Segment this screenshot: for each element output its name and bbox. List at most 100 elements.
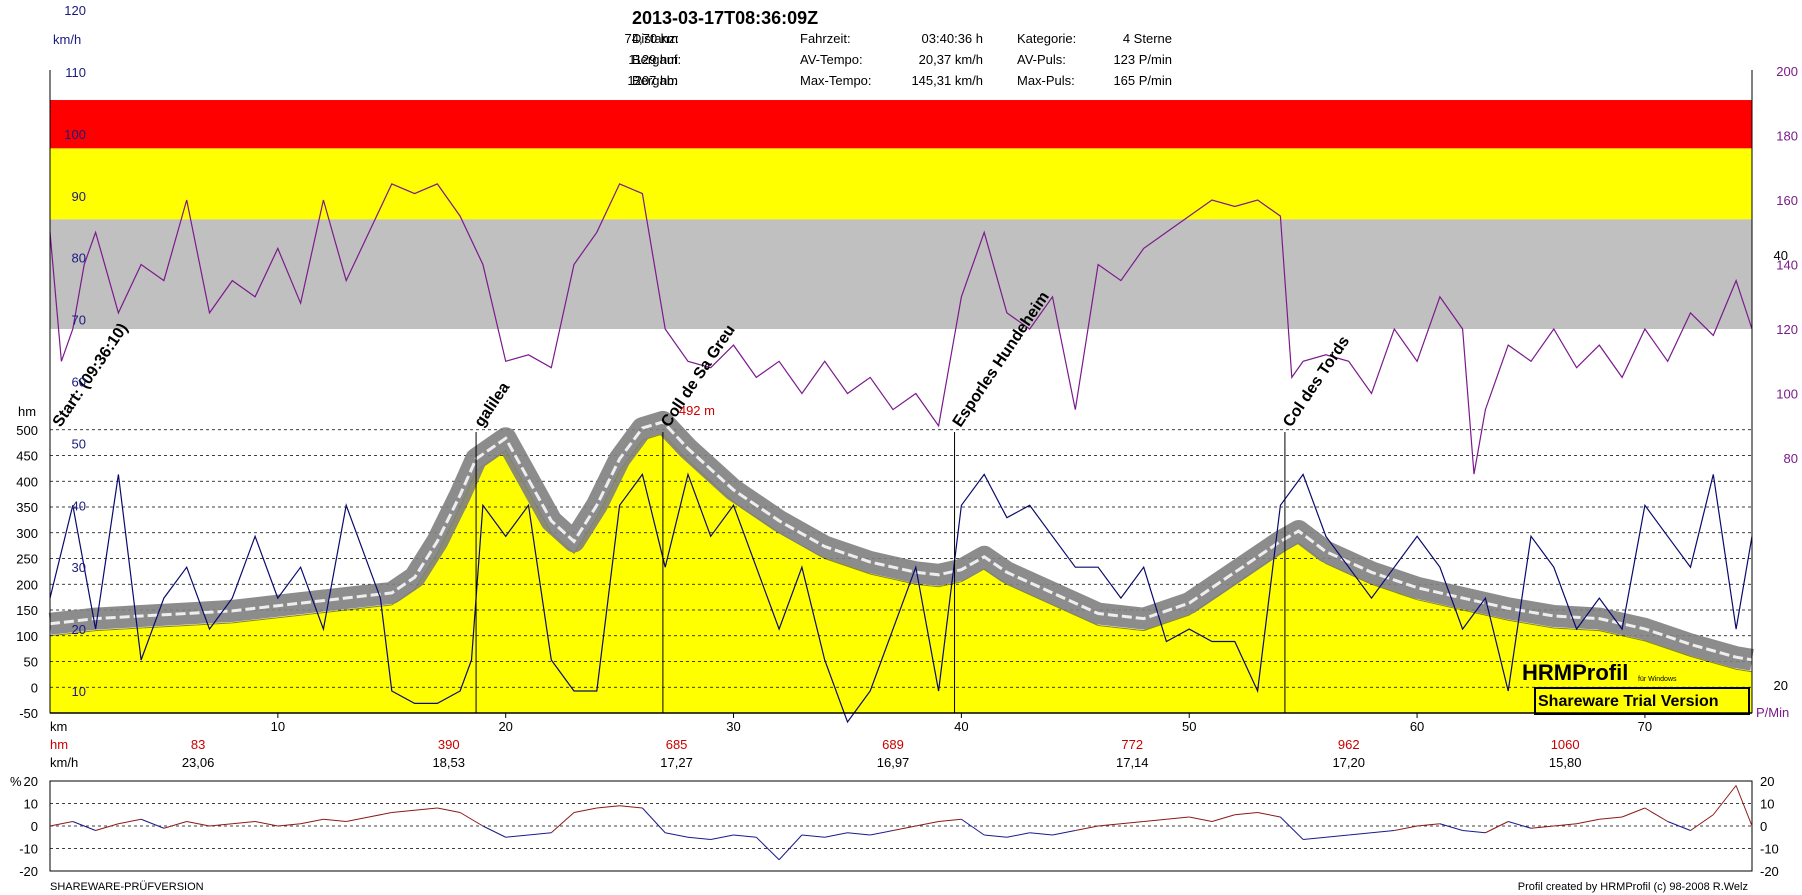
gradient-segment (1348, 832, 1372, 836)
gradient-segment (95, 823, 119, 831)
speed-tick: 80 (72, 251, 86, 266)
gradient-segment (1189, 816, 1213, 822)
gradient-segment (892, 825, 916, 831)
gradient-segment (368, 812, 392, 818)
speed-tick: 120 (64, 3, 86, 18)
footer-right: Profil created by HRMProfil (c) 98-2008 … (1518, 881, 1748, 893)
speed-line (49, 472, 1753, 724)
gradient-segment (961, 818, 985, 836)
speed-tick: 100 (64, 127, 86, 142)
hm-row-label: hm (50, 737, 68, 752)
altitude-fill (49, 433, 1753, 714)
hm-value: 685 (666, 737, 688, 752)
gradient-tick-right: 0 (1760, 819, 1767, 834)
stat-1-4: AV-Puls: (1017, 52, 1066, 67)
main-axes: km/h150140130120110100908070605040302010… (16, 3, 1798, 734)
pass-label: galilea (471, 379, 513, 430)
footer-left: SHAREWARE-PRÜFVERSION (50, 881, 204, 893)
gradient-tick-left: -20 (19, 864, 38, 879)
gradient-segment (323, 818, 347, 822)
hm-value: 689 (882, 737, 904, 752)
hm-value: 962 (1338, 737, 1360, 752)
watermark-brand: HRMProfil (1522, 660, 1628, 685)
alt-tick: 50 (24, 655, 38, 670)
kmh-value: 17,27 (660, 755, 693, 770)
gradient-segment (1052, 830, 1076, 836)
gradient-segment (915, 821, 939, 827)
gradient-segment (1712, 785, 1737, 816)
alt-tick: 500 (16, 423, 38, 438)
speed-series (49, 472, 1753, 724)
gradient-band-center (49, 420, 1753, 662)
gradient-segment (391, 809, 415, 813)
stat-2-0: Bergab: (632, 73, 678, 88)
gradient-segment (1644, 807, 1668, 822)
alt-tick: 150 (16, 603, 38, 618)
gradient-segment (1735, 785, 1753, 827)
gradient-segment (755, 836, 780, 861)
gradient-segment (1553, 823, 1577, 827)
alt-tick: 250 (16, 552, 38, 567)
stat-0-5: 4 Sterne (1123, 31, 1172, 46)
gradient-segment (870, 830, 894, 836)
gradient-segment (687, 836, 711, 840)
x-tick: 30 (726, 719, 740, 734)
hr-zone-2 (50, 219, 1752, 329)
alt-tick: 300 (16, 526, 38, 541)
speed-tick: 20 (72, 622, 86, 637)
stat-0-3: 03:40:36 h (922, 31, 983, 46)
gradient-segment (1599, 816, 1623, 820)
stat-1-3: 20,37 km/h (919, 52, 983, 67)
kmh-value: 23,06 (182, 755, 215, 770)
gradient-tick-right: 20 (1760, 774, 1774, 789)
hm-value: 1060 (1551, 737, 1580, 752)
alt-tick: 450 (16, 449, 38, 464)
hr-zone-0 (50, 100, 1752, 149)
gradient-segment (232, 821, 256, 825)
hr-tick: 180 (1776, 129, 1798, 144)
stat-1-5: 123 P/min (1113, 52, 1172, 67)
gradient-segment (1417, 823, 1440, 827)
gradient-segment (1029, 832, 1053, 836)
hr-axis-unit: P/Min (1756, 705, 1789, 720)
gradient-segment (1234, 812, 1258, 816)
gradient-segment (118, 818, 142, 825)
gradient-segment (1462, 830, 1486, 834)
trial-watermark: HRMProfil für Windows Shareware Trial Vers… (1522, 660, 1750, 715)
x-tick: 70 (1638, 719, 1652, 734)
hr-tick: 100 (1776, 387, 1798, 402)
gradient-segment (1394, 825, 1418, 831)
gradient-axis-unit: % (10, 774, 22, 789)
stat-2-2: Max-Tempo: (800, 73, 872, 88)
gradient-segment (505, 834, 529, 838)
gradient-segment (1280, 816, 1304, 840)
pass-label: Col des Tords (1280, 333, 1353, 430)
gradient-segment (1166, 816, 1190, 820)
gradient-segment (938, 818, 962, 822)
gradient-segment (733, 834, 757, 838)
heart-rate-zones (50, 100, 1752, 329)
alt-tick: 400 (16, 474, 38, 489)
heart-rate-line (49, 183, 1753, 475)
stat-0-1: 74,70 km (625, 31, 678, 46)
hr-tick: 140 (1776, 258, 1798, 273)
x-tick: 20 (498, 719, 512, 734)
gradient-segment (1371, 830, 1395, 834)
gradient-segment (254, 821, 278, 827)
hr-tick: 120 (1776, 322, 1798, 337)
gradient-segment (984, 834, 1007, 838)
gradient-segment (665, 832, 689, 838)
hr-tick: 80 (1784, 451, 1798, 466)
gradient-segment (346, 816, 370, 822)
gradient-tick-right: -10 (1760, 842, 1779, 857)
altitude-gridlines (50, 429, 1752, 714)
speed-tick: 90 (72, 189, 86, 204)
speed-tick: 10 (72, 684, 86, 699)
gradient-segment (49, 821, 73, 827)
gradient-segment (140, 818, 165, 829)
altitude-area (49, 433, 1753, 714)
gradient-segment (1621, 807, 1646, 818)
pass-label: Start: (09:36:10) (50, 320, 132, 430)
alt-tick: 200 (16, 577, 38, 592)
gradient-segment (414, 807, 438, 811)
